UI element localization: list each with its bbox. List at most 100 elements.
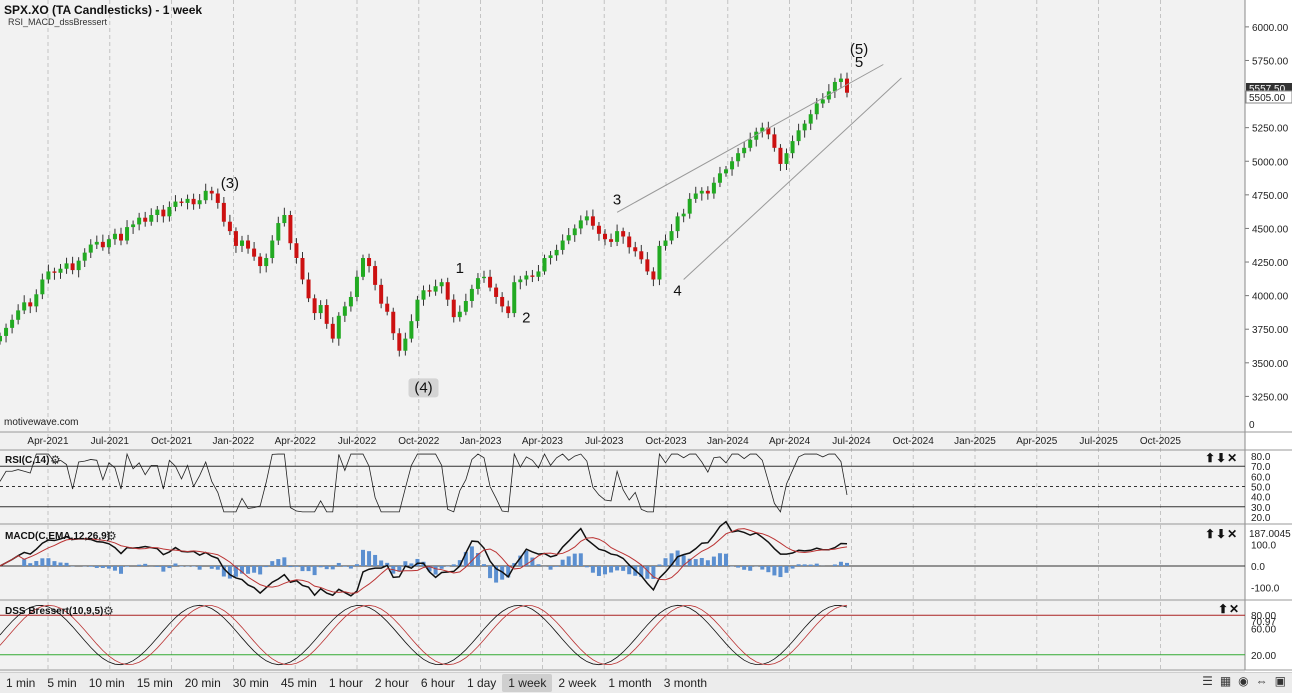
macd-histogram-bar — [246, 566, 250, 574]
candle — [615, 231, 619, 242]
macd-histogram-bar — [785, 566, 789, 573]
macd-histogram-bar — [736, 566, 740, 568]
macd-histogram-bar — [349, 566, 353, 569]
calendar-icon[interactable]: ▣ — [1275, 674, 1286, 688]
candle — [512, 282, 516, 313]
close-price-label: 5505.00 — [1249, 93, 1286, 104]
macd-histogram-bar — [325, 566, 329, 569]
macd-histogram-bar — [772, 566, 776, 575]
candle — [325, 305, 329, 324]
candle — [664, 241, 668, 246]
wave-label: (5) — [850, 41, 868, 58]
candle — [210, 191, 214, 194]
macd-histogram-bar — [742, 566, 746, 570]
candle — [676, 216, 680, 231]
timeframe-3-month[interactable]: 3 month — [658, 674, 713, 692]
macd-histogram-bar — [409, 563, 413, 566]
candle — [34, 294, 38, 306]
timeframe-5-min[interactable]: 5 min — [41, 674, 82, 692]
rsi-panel-controls[interactable]: ⬆⬇✕ — [1205, 451, 1238, 465]
eye-icon[interactable]: ◉ — [1238, 674, 1248, 688]
candle — [639, 251, 643, 259]
x-tick-label: Jul-2024 — [832, 436, 871, 447]
candle — [452, 300, 456, 317]
candle — [59, 269, 63, 273]
timeframe-1-week[interactable]: 1 week — [502, 674, 552, 692]
timeframe-1-month[interactable]: 1 month — [602, 674, 657, 692]
timeframe-1-min[interactable]: 1 min — [0, 674, 41, 692]
macd-histogram-bar — [361, 550, 365, 566]
macd-histogram-bar — [452, 564, 456, 566]
timeframe-15-min[interactable]: 15 min — [131, 674, 179, 692]
macd-histogram-bar — [536, 564, 540, 566]
candle — [301, 258, 305, 280]
macd-histogram-bar — [809, 565, 813, 566]
candle — [415, 300, 419, 322]
candle — [125, 227, 129, 240]
macd-histogram-bar — [143, 564, 147, 566]
macd-histogram-bar — [597, 566, 601, 576]
candle — [65, 263, 69, 268]
wave-label: (3) — [221, 175, 239, 192]
macd-histogram-bar — [379, 560, 383, 566]
macd-histogram-bar — [252, 566, 256, 573]
x-tick-label: Jan-2022 — [213, 436, 255, 447]
timeframe-1-day[interactable]: 1 day — [461, 674, 502, 692]
x-tick-label: Jul-2023 — [585, 436, 624, 447]
x-tick-label: Apr-2022 — [275, 436, 317, 447]
macd-histogram-bar — [482, 564, 486, 566]
macd-axis-label: 0.0 — [1251, 562, 1265, 573]
timeframe-2-hour[interactable]: 2 hour — [369, 674, 415, 692]
candle — [597, 226, 601, 234]
candle — [28, 302, 32, 306]
x-tick-label: Oct-2021 — [151, 436, 193, 447]
macd-histogram-bar — [167, 566, 171, 568]
candle — [343, 306, 347, 315]
candle — [561, 241, 565, 250]
dss-panel-controls[interactable]: ⬆✕ — [1218, 602, 1240, 616]
candle — [651, 271, 655, 279]
candle — [391, 312, 395, 334]
timeframe-1-hour[interactable]: 1 hour — [323, 674, 369, 692]
macd-histogram-bar — [591, 566, 595, 573]
macd-histogram-bar — [488, 566, 492, 578]
image-icon[interactable]: ▦ — [1220, 674, 1231, 688]
rsi-title: RSI(C,14) — [5, 455, 49, 466]
timeframe-6-hour[interactable]: 6 hour — [415, 674, 461, 692]
macd-histogram-bar — [198, 566, 202, 570]
macd-histogram-bar — [615, 566, 619, 570]
candle — [694, 194, 698, 199]
price-tick-label: 4750.00 — [1252, 191, 1289, 202]
list-icon[interactable]: ☰ — [1202, 674, 1213, 688]
x-tick-label: Jan-2024 — [707, 436, 749, 447]
candle — [833, 82, 837, 91]
candle — [319, 305, 323, 313]
candle — [797, 130, 801, 141]
macd-histogram-bar — [337, 563, 341, 566]
timeframe-30-min[interactable]: 30 min — [227, 674, 275, 692]
zoom-fit-icon[interactable]: ⇔ — [1256, 674, 1268, 688]
timeframe-20-min[interactable]: 20 min — [179, 674, 227, 692]
candle — [180, 202, 184, 203]
macd-histogram-bar — [367, 551, 371, 566]
macd-panel-controls[interactable]: ⬆⬇✕ — [1205, 527, 1238, 541]
x-tick-label: Oct-2023 — [645, 436, 687, 447]
macd-histogram-bar — [180, 566, 184, 567]
candle — [730, 161, 734, 169]
candle — [22, 302, 26, 310]
timeframe-45-min[interactable]: 45 min — [275, 674, 323, 692]
candle — [149, 215, 153, 222]
macd-histogram-bar — [657, 564, 661, 566]
candle — [46, 271, 50, 279]
macd-histogram-bar — [107, 566, 111, 569]
candle — [161, 210, 165, 217]
candle — [198, 200, 202, 204]
candle — [555, 250, 559, 255]
timeframe-10-min[interactable]: 10 min — [83, 674, 131, 692]
dss-title: DSS Bressert(10,9,5) — [5, 606, 103, 617]
candle — [627, 237, 631, 248]
timeframe-2-week[interactable]: 2 week — [552, 674, 602, 692]
price-tick-label: 5250.00 — [1252, 124, 1289, 135]
x-tick-label: Jan-2023 — [460, 436, 502, 447]
